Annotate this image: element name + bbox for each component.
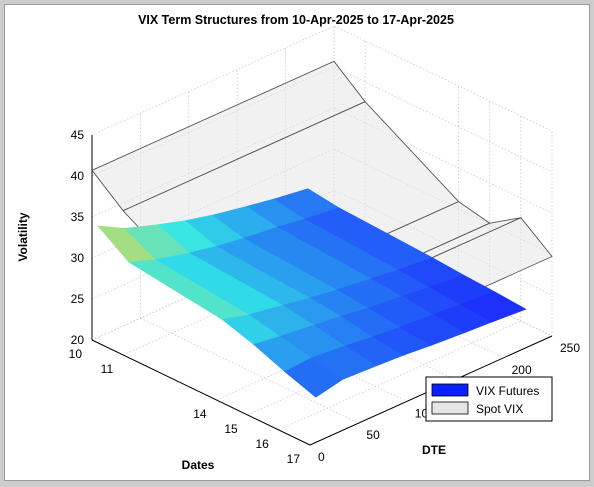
x-axis-label: Dates	[182, 458, 215, 472]
z-tick-label: 25	[71, 292, 85, 306]
legend-swatch-vix-futures	[431, 383, 469, 397]
legend-label-vix-futures: VIX Futures	[476, 384, 539, 398]
vix-futures-surface-cell	[460, 291, 527, 323]
z-tick-label: 20	[71, 333, 85, 347]
dte-tick-label: 250	[560, 341, 580, 355]
legend-swatch-spot-vix	[431, 401, 469, 415]
legend[interactable]: VIX Futures Spot VIX	[425, 376, 553, 422]
z-tick-label: 35	[71, 210, 85, 224]
z-tick-label: 45	[71, 128, 85, 142]
gridline-z	[91, 25, 553, 136]
date-tick-label: 14	[193, 407, 207, 421]
date-tick-label: 17	[287, 452, 301, 466]
dte-tick-label: 50	[366, 428, 380, 442]
z-axis-label: Volatility	[16, 212, 30, 261]
y-axis-label: DTE	[422, 443, 446, 457]
z-tick-label: 30	[71, 251, 85, 265]
legend-label-spot-vix: Spot VIX	[476, 402, 523, 416]
x-axis-line	[91, 339, 311, 446]
date-tick-label: 10	[69, 347, 83, 361]
surfaces	[91, 60, 553, 398]
date-tick-label: 11	[101, 362, 114, 376]
vix-term-structure-chart: VIX Term Structures from 10-Apr-2025 to …	[16, 13, 580, 472]
date-tick-label: 15	[224, 422, 238, 436]
gridline-date-floor	[278, 320, 522, 431]
plot-panel: VIX Term Structures from 10-Apr-2025 to …	[4, 4, 590, 481]
dte-tick-label: 0	[318, 450, 325, 464]
z-tick-label: 40	[71, 169, 85, 183]
date-tick-label: 16	[255, 437, 269, 451]
chart-title: VIX Term Structures from 10-Apr-2025 to …	[138, 13, 454, 27]
dte-tick-label: 200	[512, 363, 532, 377]
